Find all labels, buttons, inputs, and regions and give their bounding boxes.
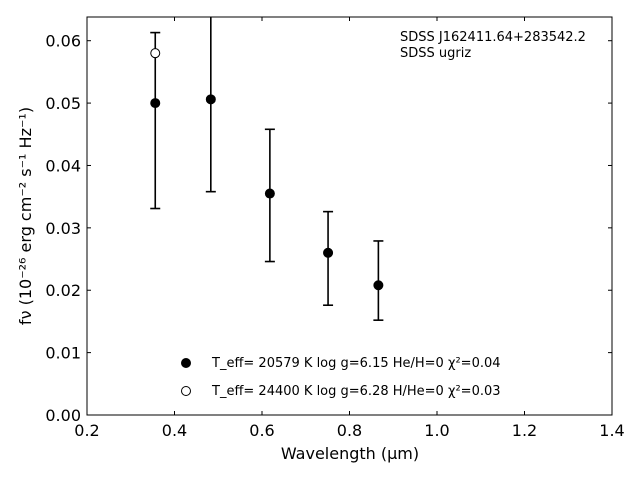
data-point-filled [373, 280, 384, 291]
annotation-object-name: SDSS J162411.64+283542.2 [400, 30, 586, 45]
x-tick-label: 1.0 [424, 421, 449, 440]
y-tick-label: 0.03 [45, 219, 81, 238]
data-point-open [150, 48, 161, 59]
plot-frame [86, 16, 613, 416]
legend-marker-filled [181, 358, 191, 368]
data-point-filled [264, 188, 275, 199]
y-tick-label: 0.02 [45, 281, 81, 300]
y-tick-label: 0.00 [45, 406, 81, 425]
legend: T_eff= 20579 K log g=6.15 He/H=0 χ²=0.04… [181, 356, 501, 399]
x-axis-label: Wavelength (μm) [281, 444, 419, 463]
legend-marker-open [181, 386, 191, 396]
legend-label-series-1: T_eff= 20579 K log g=6.15 He/H=0 χ²=0.04 [211, 356, 501, 371]
x-tick-label: 1.2 [512, 421, 537, 440]
x-tick-label: 0.4 [162, 421, 187, 440]
y-tick-label: 0.06 [45, 32, 81, 51]
x-tick-label: 0.6 [249, 421, 274, 440]
y-tick-label: 0.01 [45, 344, 81, 363]
annotation-survey: SDSS ugriz [400, 46, 471, 61]
data-point-filled [150, 98, 161, 109]
x-tick-label: 1.4 [599, 421, 624, 440]
data-point-filled [323, 247, 334, 258]
x-tick-label: 0.8 [337, 421, 362, 440]
y-axis-label: fν (10⁻²⁶ erg cm⁻² s⁻¹ Hz⁻¹) [16, 107, 35, 325]
y-tick-label: 0.04 [45, 156, 81, 175]
legend-label-series-2: T_eff= 24400 K log g=6.28 H/He=0 χ²=0.03 [211, 384, 501, 399]
y-tick-label: 0.05 [45, 94, 81, 113]
data-point-filled [205, 94, 216, 105]
x-tick-label: 0.2 [74, 421, 99, 440]
